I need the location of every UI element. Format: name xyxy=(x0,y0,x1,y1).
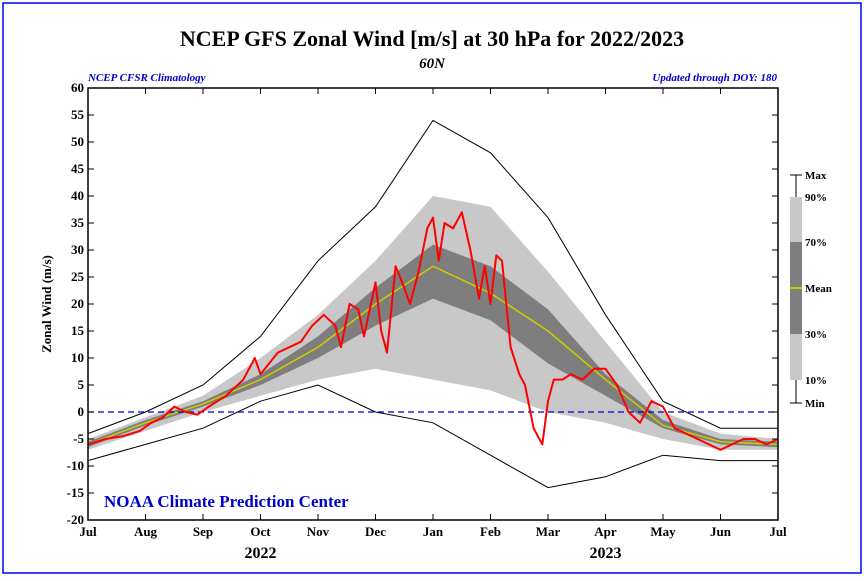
x-tick-label: Jun xyxy=(710,524,732,539)
y-tick-label: -10 xyxy=(67,458,84,473)
y-tick-label: 10 xyxy=(71,350,84,365)
x-tick-label: May xyxy=(650,524,676,539)
y-tick-label: 15 xyxy=(71,323,85,338)
y-tick-label: 40 xyxy=(71,188,84,203)
x-tick-label: Oct xyxy=(250,524,271,539)
x-tick-label: Mar xyxy=(536,524,561,539)
x-tick-label: Jul xyxy=(79,524,97,539)
y-tick-label: -5 xyxy=(73,431,84,446)
x-tick-label: Sep xyxy=(193,524,213,539)
min-line xyxy=(87,384,778,489)
y-tick-label: 60 xyxy=(71,80,84,95)
y-tick-label: 45 xyxy=(71,161,85,176)
y-tick-label: 35 xyxy=(71,215,85,230)
y-tick-label: -15 xyxy=(67,485,85,500)
y-tick-label: 30 xyxy=(71,242,84,257)
x-tick-label: Feb xyxy=(480,524,501,539)
legend-label-min: Min xyxy=(805,398,825,410)
chart-subtitle: 60N xyxy=(419,56,446,72)
y-tick-label: 5 xyxy=(78,377,85,392)
y-axis-label: Zonal Wind (m/s) xyxy=(39,255,54,353)
year-label: 2022 xyxy=(245,545,277,562)
y-tick-label: 55 xyxy=(71,107,85,122)
band-30-70 xyxy=(88,244,778,448)
x-tick-label: Apr xyxy=(594,524,617,539)
max-line xyxy=(87,119,778,435)
legend-label-p90: 90% xyxy=(805,192,827,204)
x-tick-label: Dec xyxy=(365,524,386,539)
x-tick-label: Jul xyxy=(769,524,787,539)
legend-label-p70: 70% xyxy=(805,237,827,249)
y-tick-label: 0 xyxy=(78,404,85,419)
mean-line xyxy=(87,265,779,446)
plot-area: -20 -15 -10 -5 0 5 10 15 20 25 30 35 40 45 50 55 60 Jul A… xyxy=(67,80,787,539)
y-tick-label: 20 xyxy=(71,296,84,311)
legend-label-max: Max xyxy=(805,170,827,182)
y-tick-label: -20 xyxy=(67,512,84,527)
legend-label-mean: Mean xyxy=(805,283,832,295)
source-left-label: NCEP CFSR Climatology xyxy=(87,72,206,84)
x-tick-label: Nov xyxy=(307,524,330,539)
legend-label-p10: 10% xyxy=(805,375,827,387)
legend: Max 90% 70% Mean 30% 10% Min xyxy=(790,170,832,410)
source-right-label: Updated through DOY: 180 xyxy=(652,72,777,84)
x-tick-label: Jan xyxy=(423,524,444,539)
year-label: 2023 xyxy=(590,545,622,562)
chart-title: NCEP GFS Zonal Wind [m/s] at 30 hPa for … xyxy=(180,26,684,51)
credit-label: NOAA Climate Prediction Center xyxy=(104,492,349,511)
legend-label-p30: 30% xyxy=(805,329,827,341)
observed-line xyxy=(87,211,779,451)
x-tick-label: Aug xyxy=(134,524,158,539)
y-tick-label: 50 xyxy=(71,134,84,149)
y-tick-label: 25 xyxy=(71,269,85,284)
